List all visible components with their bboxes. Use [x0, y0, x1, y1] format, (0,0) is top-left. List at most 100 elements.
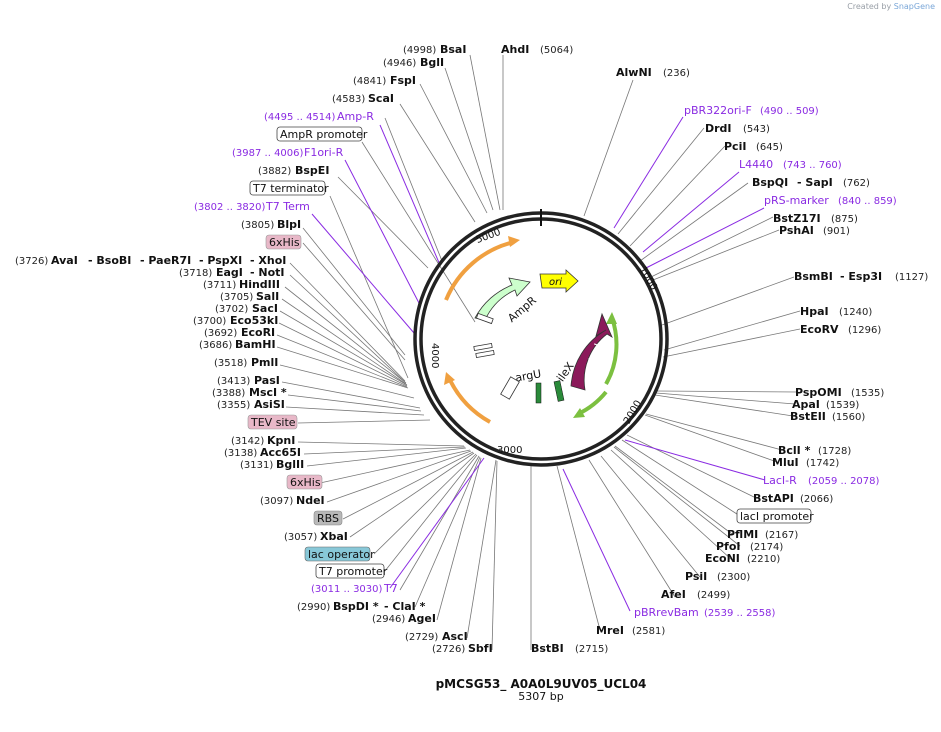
ecori-label: EcoRI: [241, 326, 275, 339]
primer-leader-lines: [311, 116, 766, 612]
lacop-box: [304, 546, 371, 562]
tick-3000: 3000: [497, 445, 522, 456]
pcii-label: PciI: [724, 140, 746, 153]
ahdi-pos: (5064): [540, 45, 573, 56]
laci-promoter-box: [736, 508, 812, 524]
eco53ki-pos: (3700): [193, 316, 226, 327]
pflmi-label: PflMI: [727, 528, 758, 541]
his2-label: 6xHis: [290, 476, 321, 489]
laci-promoter-label: lacI promoter: [740, 510, 814, 523]
lac-green-arrow-top: [606, 312, 617, 324]
tev-box: [247, 414, 298, 430]
aval-label: AvaI: [51, 254, 78, 267]
t7term-label: T7 Term: [265, 200, 310, 213]
his2-box: [286, 474, 323, 490]
lacir-pos: (2059 .. 2078): [808, 476, 880, 487]
bcli-label: BclI *: [778, 444, 811, 457]
agei-label: AgeI: [408, 612, 436, 625]
alwni-pos: (236): [663, 68, 690, 79]
pbr322-pos: (490 .. 509): [760, 106, 819, 117]
mlui-label: MluI: [772, 456, 799, 469]
fspi-pos: (4841): [353, 76, 386, 87]
leader-lines: [276, 54, 801, 651]
credit-brand: SnapGene: [893, 2, 935, 11]
ori-label: ori: [549, 277, 562, 288]
feature-arcs: AmpR ori lacI argU ileX: [444, 236, 619, 424]
laci-label: lacI: [586, 342, 605, 364]
ecoNI-label: EcoNI: [705, 552, 740, 565]
t7-pos: (3011 .. 3030): [311, 584, 383, 595]
pmli-label: PmlI: [251, 356, 278, 369]
pshai-pos: (901): [823, 226, 850, 237]
lac-green-arc-top: [604, 317, 619, 385]
f1ori-arrow-bottom: [444, 372, 455, 385]
asisi-pos: (3355): [217, 400, 250, 411]
plasmid-title: pMCSG53_ A0A0L9UV05_UCL04: [436, 677, 647, 692]
scai-pos: (4583): [332, 94, 365, 105]
bamhi-pos: (3686): [199, 340, 232, 351]
msci-pos: (3388): [212, 388, 245, 399]
bstapi-pos: (2066): [800, 494, 833, 505]
tick-2000: 2000: [622, 399, 644, 427]
xhoi-label: - XhoI: [250, 254, 286, 267]
ampr-primer-pos: (4495 .. 4514): [264, 112, 336, 123]
fspi-label: FspI: [390, 74, 416, 87]
ilex-marker: [553, 380, 565, 402]
bsobi-label: - BsoBI: [88, 254, 131, 267]
labels-left-top: (4998) BsaI (4946) BglI AhdI (5064) (484…: [194, 43, 573, 250]
pcii-pos: (645): [756, 142, 783, 153]
ahdi-label: AhdI: [501, 43, 529, 56]
f1ori-arc-top: [444, 240, 515, 301]
msci-label: MscI *: [249, 386, 287, 399]
t7prom-box: [315, 563, 385, 579]
l4440-label: L4440: [739, 158, 773, 171]
asisi-label: AsiSI: [254, 398, 285, 411]
bspdi-pos: (2990): [297, 602, 330, 613]
eagi-pos: (3718): [179, 268, 212, 279]
pshai-label: PshAI: [779, 224, 814, 237]
f1ori-arc-bottom: [447, 377, 491, 424]
rbs-label: RBS: [317, 512, 339, 525]
bstz17i-pos: (875): [831, 214, 858, 225]
labels-left-bottom: (3142) KpnI (3138) Acc65I (3131) BglII 6…: [224, 434, 776, 655]
esp3i-label: - Esp3I: [840, 270, 882, 283]
bsteii-pos: (1560): [832, 412, 865, 423]
pspxi-label: - PspXI: [199, 254, 242, 267]
small-features: [473, 312, 520, 400]
pbrrev-label: pBRrevBam: [634, 606, 699, 619]
psii-pos: (2300): [717, 572, 750, 583]
prs-pos: (840 .. 859): [838, 196, 897, 207]
sbfi-pos: (2726): [432, 644, 465, 655]
laci-arrow: [570, 312, 613, 391]
bsteii-label: BstEII: [790, 410, 826, 423]
credit-prefix: Created by: [847, 2, 892, 11]
t7term-pos: (3802 .. 3820): [194, 202, 266, 213]
drdi-pos: (543): [743, 124, 770, 135]
pflmi-pos: (2167): [765, 530, 798, 541]
bgli-label: BglI: [420, 56, 444, 69]
mlui-pos: (1742): [806, 458, 839, 469]
pasi-pos: (3413): [217, 376, 250, 387]
pfoi-pos: (2174): [750, 542, 783, 553]
bstbi-pos: (2715): [575, 644, 608, 655]
bsai-label: BsaI: [440, 43, 466, 56]
f1ori-arrow-top: [508, 236, 520, 247]
pspomi-label: PspOMI: [795, 386, 842, 399]
asci-label: AscI: [442, 630, 468, 643]
hindiii-pos: (3711): [203, 280, 236, 291]
argu-marker: [535, 382, 542, 404]
his1-label: 6xHis: [269, 236, 300, 249]
ampr-promoter-label: AmpR promoter: [280, 128, 368, 141]
sali-pos: (3705): [220, 292, 253, 303]
bgli-pos: (4946): [383, 58, 416, 69]
hpai-pos: (1240): [839, 307, 872, 318]
agei-pos: (2946): [372, 614, 405, 625]
bsai-pos: (4998): [403, 45, 436, 56]
afei-label: AfeI: [661, 588, 686, 601]
hindiii-label: HindIII: [239, 278, 280, 291]
xbai-pos: (3057): [284, 532, 317, 543]
psii-label: PsiI: [685, 570, 707, 583]
bglii-pos: (3131): [240, 460, 273, 471]
tick-4000: 4000: [429, 343, 440, 368]
